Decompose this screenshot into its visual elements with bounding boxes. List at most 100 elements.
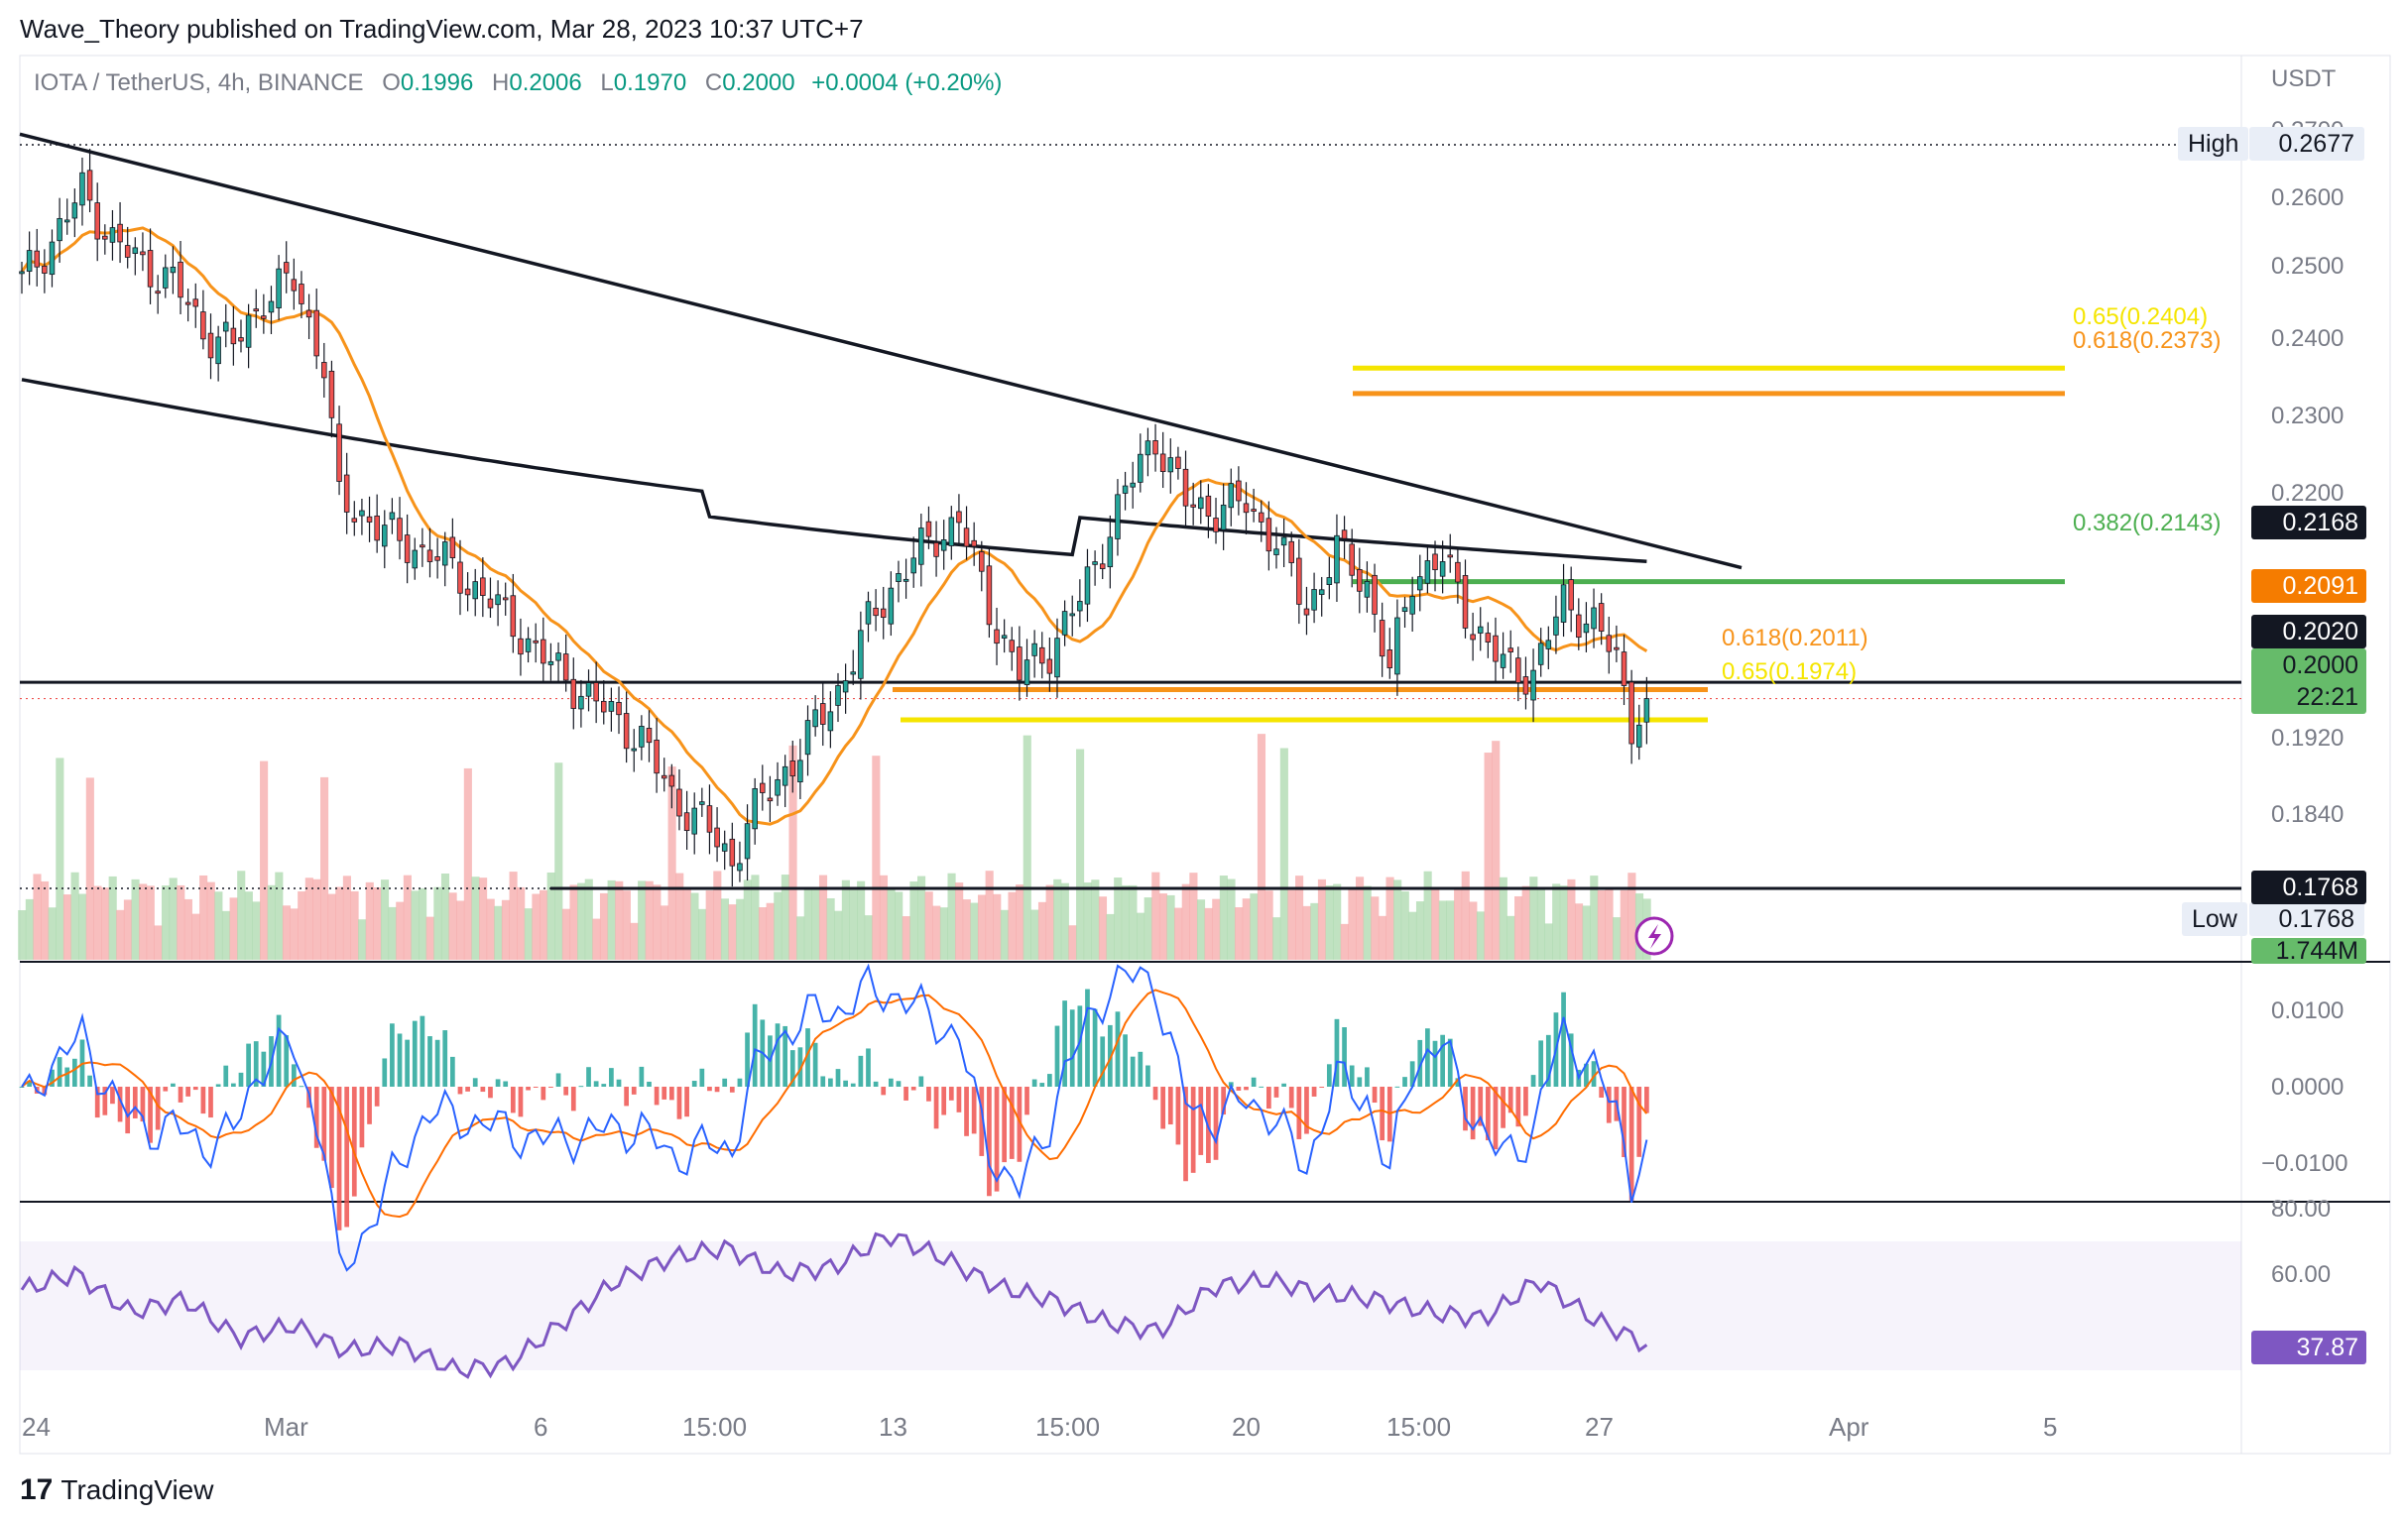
volume-bar [425,916,434,960]
macd-histogram-bar [987,1087,992,1197]
macd-histogram-bar [1417,1039,1423,1087]
fib-0618-low-label: 0.618(0.2011) [1722,625,1868,651]
rsi-tick: 60.00 [2271,1261,2332,1288]
macd-histogram-bar [1485,1087,1491,1141]
tradingview-footer[interactable]: 17 TradingView [20,1473,213,1507]
volume-bar [955,882,964,960]
symbol-name[interactable]: IOTA / TetherUS, 4h, BINANCE [34,69,364,96]
candle-body [767,797,774,802]
volume-bar [479,878,488,960]
volume-bar [1469,901,1478,960]
candle-body [1303,608,1310,616]
candle-body [1576,614,1582,639]
candle-body [1507,647,1513,652]
volume-bar [1559,885,1568,960]
fib-065-top-label: 0.65(0.2404) [2073,303,2209,330]
macd-histogram-bar [374,1087,380,1107]
macd-histogram-bar [1365,1067,1370,1087]
volume-bar [1446,900,1455,960]
volume-bar [1408,911,1417,960]
candle-body [1477,626,1484,634]
macd-histogram-bar [1349,1065,1355,1087]
candle-body [63,219,70,223]
candle-body [1001,635,1008,639]
lightning-icon[interactable] [1634,916,1674,956]
candle-body [744,823,751,860]
volume-bar [1181,883,1190,960]
x-tick: 27 [1585,1412,1614,1442]
candle-body [1643,698,1650,723]
x-tick: 24 [22,1412,51,1442]
volume-bar [1438,900,1447,960]
candle-body [1560,584,1567,623]
candle-body [1243,503,1250,514]
candle-body [601,700,607,713]
macd-histogram-bar [329,1087,334,1189]
candle-body [1522,676,1529,695]
price-tick: 0.2300 [2271,403,2345,429]
last-price-label: 0.2000 [2251,648,2366,682]
volume-bar [373,886,382,960]
volume-bar [1196,899,1206,960]
macd-tick: −0.0100 [2261,1150,2348,1177]
candle-body [1485,633,1492,643]
high-value: 0.2006 [509,69,582,96]
candle-body [858,630,864,679]
candle-body [585,682,592,697]
candle-body [487,598,494,609]
rsi-value-label: 37.87 [2251,1331,2366,1364]
volume-bar [411,890,420,960]
macd-histogram-bar [866,1048,871,1087]
volume-bar [282,905,292,960]
volume-bar [433,886,442,960]
volume-bar [494,905,503,960]
candle-body [1334,534,1340,584]
candle-body [299,284,304,304]
macd-histogram-bar [1568,1033,1574,1087]
volume-bar [456,900,465,960]
candle-body [1144,440,1151,456]
candle-body [827,711,834,732]
candle-body [207,332,214,359]
macd-histogram-bar [117,1087,123,1122]
candle-body [79,172,85,206]
macd-histogram-bar [918,1076,924,1087]
macd-histogram-bar [1342,1027,1347,1087]
macd-histogram-bar [412,1020,418,1087]
macd-histogram-bar [50,1069,55,1087]
macd-histogram-bar [1092,1008,1098,1087]
volume-bar [335,886,344,960]
macd-histogram-bar [1107,1024,1113,1087]
change-value: +0.0004 (+0.20%) [811,69,1003,96]
macd-histogram-bar [284,1035,290,1087]
volume-bar [1423,871,1432,960]
candle-body [1364,581,1371,598]
macd-histogram-bar [903,1087,908,1101]
candle-body [1409,596,1415,615]
macd-histogram-bar [1394,1086,1400,1088]
macd-signal-line [21,989,1648,1219]
candle-body [192,298,199,307]
candle-body [397,518,403,541]
macd-histogram-bar [488,1087,493,1099]
volume-bar [1333,883,1342,960]
volume-bar [101,887,110,960]
candle-body [1159,453,1166,473]
candle-body [1493,635,1499,662]
volume-bar [304,878,313,960]
candle-body [668,774,675,787]
candle-body [760,782,766,793]
candle-body [1553,616,1559,636]
candle-body [903,578,909,582]
macd-histogram-bar [1115,1011,1121,1087]
volume-bar [486,898,495,960]
macd-histogram-bar [42,1087,48,1096]
candle-body [1318,589,1325,595]
volume-bar [56,758,64,960]
volume-bar [41,880,50,960]
macd-histogram-bar [1523,1087,1528,1116]
volume-bar [509,872,518,960]
currency-label: USDT [2271,65,2337,92]
volume-bar [720,898,730,960]
